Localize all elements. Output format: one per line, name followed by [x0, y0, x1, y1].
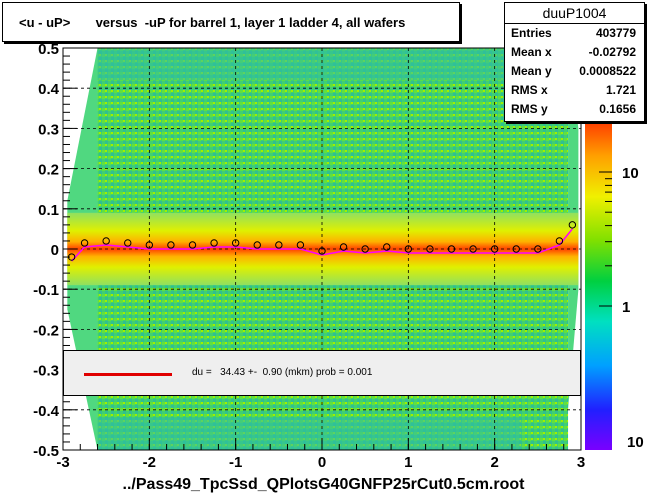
y-tick-label: 0.4 — [38, 81, 60, 98]
stats-value: -0.02792 — [588, 45, 636, 59]
stats-value: 403779 — [595, 26, 636, 40]
profile-marker — [80, 239, 89, 247]
fit-legend-line — [84, 373, 172, 376]
stats-row-mean-x: Mean x -0.02792 — [505, 43, 644, 62]
colorbar — [585, 112, 612, 450]
y-tick-label: -0.1 — [33, 282, 59, 299]
histogram-title: <u - uP> versus -uP for barrel 1, layer … — [2, 2, 460, 42]
y-tick-label: -0.2 — [33, 322, 59, 339]
profile-marker — [210, 239, 218, 247]
profile-marker — [404, 245, 413, 253]
profile-marker — [447, 245, 456, 253]
profile-marker — [145, 241, 154, 249]
profile-marker — [318, 247, 326, 255]
y-tick-label: 0.2 — [38, 162, 59, 179]
inner-profile-line — [71, 228, 573, 262]
stats-row-rms-y: RMS y 0.1656 — [505, 100, 644, 119]
y-tick-label: -0.3 — [33, 363, 59, 380]
colorbar-ticks: 1 10 10 — [599, 165, 644, 451]
stats-value: 0.0008522 — [579, 64, 636, 78]
colorbar-tick-label: 10 — [627, 434, 644, 451]
colorbar-tick-label: 1 — [622, 299, 630, 316]
x-tick-label: 0 — [318, 454, 326, 471]
y-tick-label: 0.3 — [38, 121, 59, 138]
profile-marker — [469, 245, 477, 253]
stats-name: duuP1004 — [505, 3, 644, 24]
profile-marker — [124, 239, 132, 247]
fit-legend: du = 34.43 +- 0.90 (mkm) prob = 0.001 — [63, 350, 581, 396]
colorbar-tick-label: 10 — [622, 165, 639, 182]
y-tick-label: 0.5 — [38, 41, 59, 58]
profile-marker — [188, 241, 197, 249]
stats-row-rms-x: RMS x 1.721 — [505, 81, 644, 100]
profile-marker — [253, 241, 261, 249]
profile-marker — [490, 245, 499, 253]
axes: -3 -2 -1 0 1 2 3 -0.5 -0.4 -0.3 -0.2 -0.1 0 0.1 0.2 0.3… — [33, 41, 585, 471]
heatmap-top-edge — [97, 48, 569, 81]
stats-row-mean-y: Mean y 0.0008522 — [505, 62, 644, 81]
stats-box: duuP1004 Entries 403779 Mean x -0.02792 … — [504, 2, 645, 122]
stats-label: Mean y — [511, 64, 552, 78]
stats-value: 0.1656 — [599, 102, 636, 116]
profile-marker — [512, 245, 520, 253]
y-tick-label: 0.1 — [38, 202, 59, 219]
fit-legend-text: du = 34.43 +- 0.90 (mkm) prob = 0.001 — [192, 367, 373, 378]
x-tick-label: 3 — [577, 454, 585, 471]
y-tick-label: 0 — [51, 242, 59, 259]
profile-marker — [361, 245, 369, 253]
stats-label: Mean x — [511, 45, 552, 59]
x-tick-label: 2 — [490, 454, 498, 471]
y-tick-label: -0.4 — [33, 403, 60, 420]
file-path-footer: ../Pass49_TpcSsd_QPlotsG40GNFP25rCut0.5c… — [122, 476, 525, 493]
profile-marker — [383, 243, 391, 251]
profile-marker — [568, 221, 577, 229]
x-tick-label: -3 — [56, 454, 69, 471]
profile-marker — [275, 241, 283, 249]
profile-marker — [102, 237, 110, 245]
profile-marker — [296, 241, 305, 249]
heatmap-bottom-edge — [97, 417, 521, 450]
profile-marker — [231, 239, 240, 247]
profile-marker — [167, 241, 175, 249]
profile-markers — [67, 221, 577, 262]
stats-value: 1.721 — [605, 83, 636, 97]
profile-marker — [339, 243, 348, 251]
stats-row-entries: Entries 403779 — [505, 24, 644, 43]
x-tick-label: 1 — [404, 454, 412, 471]
grid-lines — [63, 48, 581, 450]
profile-marker — [534, 245, 542, 253]
x-tick-label: -2 — [143, 454, 156, 471]
stats-label: Entries — [511, 26, 552, 40]
stats-label: RMS y — [511, 102, 548, 116]
profile-marker — [555, 237, 564, 245]
y-tick-label: -0.5 — [33, 443, 59, 460]
profile-marker — [426, 245, 434, 253]
stats-label: RMS x — [511, 83, 548, 97]
x-tick-label: -1 — [229, 454, 242, 471]
